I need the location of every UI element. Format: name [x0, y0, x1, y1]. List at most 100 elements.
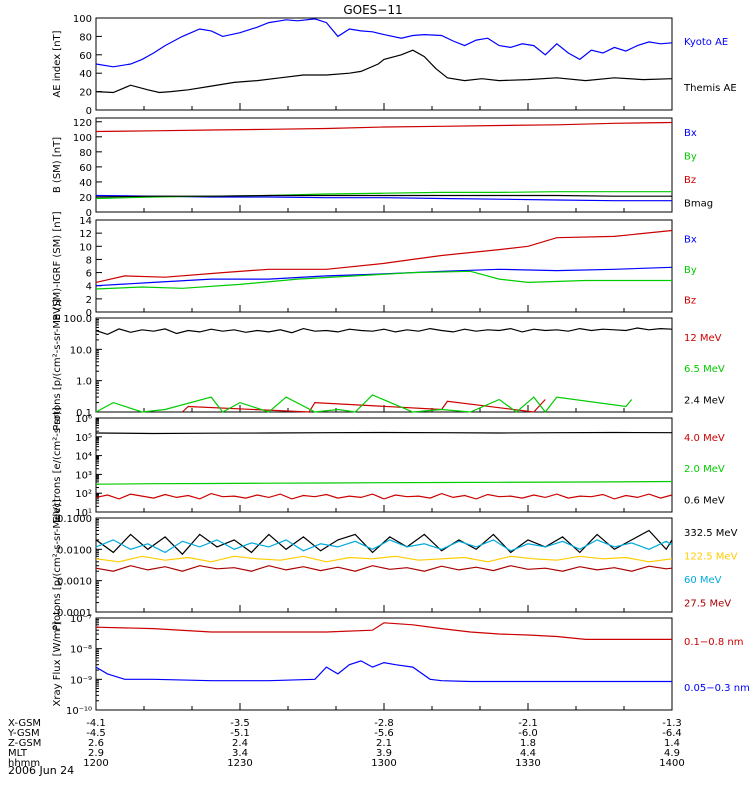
y-tick-label: 0.0001	[57, 608, 92, 619]
legend-label: 122.5 MeV	[684, 552, 738, 563]
legend-label: 332.5 MeV	[684, 528, 738, 539]
chart-panel-5: 10¹ 10² 10³ 10⁴ 10⁵ 10⁶ Electrons [e/(cm²-s-sr…	[52, 407, 725, 523]
y-tick-label: 10.0	[70, 345, 92, 356]
y-tick-label: 10³	[75, 470, 92, 481]
y-tick-label: 10⁴	[75, 452, 92, 463]
y-tick-label: 10⁻⁸	[70, 645, 92, 656]
y-tick-label: 10⁻⁹	[70, 675, 92, 686]
y-tick-label: 12	[79, 229, 92, 240]
series-line	[95, 660, 672, 683]
x-axis-row-label: Y-GSM	[7, 728, 40, 739]
y-axis-label: AE index [nT]	[52, 30, 63, 97]
legend-label: Bx	[684, 128, 697, 139]
legend-label: By	[684, 265, 697, 276]
series-line	[95, 121, 673, 133]
y-tick-label: 10⁶	[75, 414, 92, 425]
figure-title: GOES−11	[343, 3, 402, 17]
y-tick-label: 0	[86, 308, 92, 319]
series-line	[95, 394, 633, 413]
y-tick-label: 20	[79, 88, 92, 99]
x-axis-value: 4.4	[520, 748, 536, 759]
x-axis-value: 1400	[659, 758, 684, 769]
x-axis-row-label: X-GSM	[8, 718, 41, 729]
chart-panel-2: 0 20 40 60 80 100 120 B (SM) [nT] Bx By Bz Bmag	[52, 117, 713, 219]
y-tick-label: 0	[86, 208, 92, 219]
y-tick-label: 20	[79, 193, 92, 204]
legend-label: 0.1−0.8 nm	[684, 637, 743, 648]
x-axis-value: -3.5	[230, 718, 250, 729]
y-tick-label: 80	[79, 32, 92, 43]
x-axis-value: 2.9	[88, 748, 104, 759]
y-tick-label: 2	[86, 295, 92, 306]
y-tick-label: 8	[86, 255, 92, 266]
series-line	[95, 480, 673, 485]
y-axis-label: Protons [p/(cm²-s-sr-MeV)]	[52, 499, 63, 631]
series-line	[95, 539, 673, 554]
series-line	[95, 555, 673, 563]
y-tick-label: 4	[86, 282, 92, 293]
x-axis-value: 1230	[227, 758, 252, 769]
x-axis-value: -5.6	[374, 728, 394, 739]
y-axis-label: Electrons [e/(cm²-s-sr)]	[52, 407, 63, 523]
series-line	[95, 565, 673, 572]
series-line	[95, 18, 673, 68]
y-axis-label: Protons [p/(cm²-s-sr-MeV)]	[52, 299, 63, 431]
y-tick-label: 10⁻⁷	[70, 614, 92, 625]
y-tick-label: 80	[79, 148, 92, 159]
legend-label: 2.4 MeV	[684, 395, 725, 406]
y-tick-label: 10²	[75, 489, 92, 500]
series-line	[95, 194, 672, 198]
legend-label: By	[684, 152, 697, 163]
series-line	[95, 327, 673, 336]
y-axis-label: B (SM) [nT]	[52, 137, 63, 193]
y-tick-label: 60	[79, 51, 92, 62]
series-line	[95, 529, 673, 556]
y-tick-label: 100	[73, 133, 92, 144]
y-tick-label: 100	[73, 14, 92, 25]
y-tick-label: 14	[79, 216, 92, 227]
series-line	[95, 270, 672, 290]
y-tick-label: 120	[73, 118, 92, 129]
legend-label: 2.0 MeV	[684, 464, 725, 475]
date-label: 2006 Jun 24	[8, 764, 74, 777]
legend-label: 0.6 MeV	[684, 495, 725, 506]
legend-label: 12 MeV	[684, 333, 722, 344]
x-axis-value: -6.4	[662, 728, 682, 739]
x-axis-table: X-GSM -4.1 -3.5 -2.8 -2.1 -1.3 Y-GSM -4.5 -5.1 -5…	[7, 718, 685, 769]
y-tick-label: 10⁻¹⁰	[66, 706, 92, 717]
x-axis-row-label: hhmm	[8, 758, 40, 769]
series-line	[181, 399, 546, 413]
x-axis-value: 1200	[83, 758, 108, 769]
legend-label: Bz	[684, 296, 696, 307]
series-line	[95, 49, 673, 94]
legend-label: Bmag	[684, 199, 713, 210]
y-tick-label: 10¹	[75, 508, 92, 519]
y-axis-label: B (SM)-IGRF (SM) [nT]	[52, 211, 63, 320]
legend-label: Bx	[684, 234, 697, 245]
series-line	[95, 431, 673, 435]
x-axis-value: -4.1	[86, 718, 106, 729]
chart-panel-7: 10⁻¹⁰ 10⁻⁹ 10⁻⁸ 10⁻⁷ Xray Flux [W/m²] 0.1−0.8…	[52, 614, 750, 717]
x-axis-value: -2.1	[518, 718, 538, 729]
legend-label: Kyoto AE	[684, 37, 728, 48]
x-axis-value: -5.1	[230, 728, 250, 739]
y-tick-label: 100.0	[63, 314, 92, 325]
x-axis-value: 2.1	[376, 738, 392, 749]
y-tick-label: 60	[79, 163, 92, 174]
y-tick-label: 1.0	[76, 377, 92, 388]
y-tick-label: 40	[79, 178, 92, 189]
legend-label: 27.5 MeV	[684, 599, 731, 610]
x-axis-row-label: MLT	[8, 748, 28, 759]
x-axis-value: 1330	[515, 758, 540, 769]
y-tick-label: 10⁵	[75, 433, 92, 444]
series-line	[95, 229, 673, 283]
series-line	[95, 492, 673, 500]
legend-label: 60 MeV	[684, 575, 722, 586]
x-axis-value: 2.4	[232, 738, 248, 749]
y-tick-label: 40	[79, 69, 92, 80]
series-line	[95, 266, 673, 287]
